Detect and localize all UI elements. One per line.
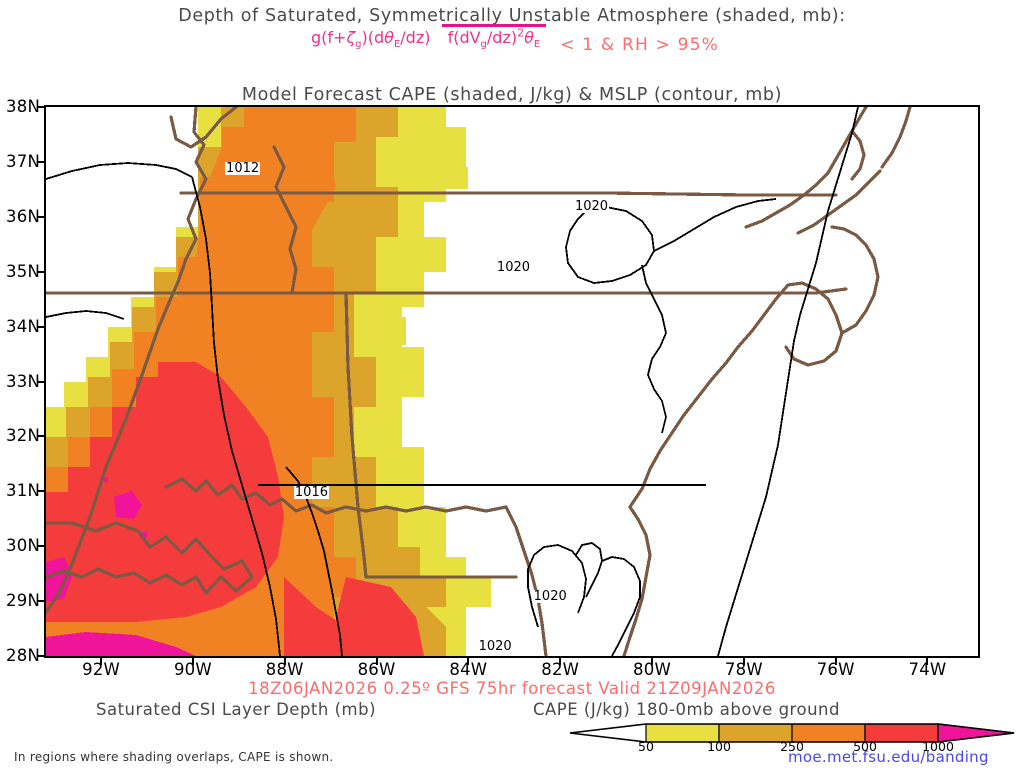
map-frame: 1012 1016 1020 1020 1020 1020	[44, 105, 980, 658]
lat-tick	[37, 215, 44, 218]
lon-label-74W: 74W	[908, 660, 947, 679]
lat-tick	[37, 600, 44, 603]
cape-colorbar	[566, 722, 1018, 744]
colorbar-tick-250: 250	[780, 739, 804, 754]
legend-right-caption: CAPE (J/kg) 180-0mb above ground	[533, 700, 840, 719]
colorbar-tick-labels: 50 100 250 500 1000	[566, 739, 1018, 755]
formula-fraction: g(f+ζg)(dθE/dz) f(dVg/dz)2θE	[305, 24, 547, 51]
lat-tick	[37, 490, 44, 493]
lon-tick	[559, 658, 562, 665]
overlap-note: In regions where shading overlaps, CAPE …	[14, 750, 334, 764]
lon-tick	[375, 658, 378, 665]
lon-tick	[834, 658, 837, 665]
lat-label-28N: 28N	[6, 646, 40, 665]
page-title: Depth of Saturated, Symmetrically Unstab…	[178, 6, 846, 26]
lat-tick	[37, 655, 44, 657]
lat-tick	[37, 380, 44, 383]
geography-lines	[46, 107, 912, 656]
csi-formula: g(f+ζg)(dθE/dz) f(dVg/dz)2θE < 1 & RH > …	[0, 24, 1024, 55]
formula-numerator: g(f+ζg)(dθE/dz)	[311, 28, 431, 51]
contour-label-1020: 1020	[573, 199, 610, 215]
colorbar-tick-50: 50	[638, 739, 654, 754]
lat-tick	[37, 160, 44, 163]
contour-label-1020: 1020	[495, 259, 532, 275]
lat-label-31N: 31N	[6, 481, 40, 501]
lat-label-30N: 30N	[6, 536, 40, 556]
colorbar-tick-100: 100	[707, 739, 731, 754]
legend-left-caption: Saturated CSI Layer Depth (mb)	[96, 700, 377, 719]
page-subtitle: Model Forecast CAPE (shaded, J/kg) & MSL…	[241, 85, 783, 105]
lat-label-32N: 32N	[6, 426, 40, 446]
forecast-info: 18Z06JAN2026 0.25º GFS 75hr forecast Val…	[248, 679, 776, 698]
lon-label-78W: 78W	[724, 660, 763, 679]
formula-denominator: f(dVg/dz)2θE	[441, 24, 547, 51]
lat-label-37N: 37N	[6, 151, 40, 171]
lat-tick	[37, 106, 44, 108]
source-url[interactable]: moe.met.fsu.edu/banding	[788, 748, 989, 766]
contour-label-1016: 1016	[293, 484, 329, 500]
lon-tick	[191, 658, 194, 665]
colorbar-tick-500: 500	[853, 739, 877, 754]
lon-tick	[742, 658, 745, 665]
lon-label-90W: 90W	[173, 660, 212, 679]
lat-label-29N: 29N	[6, 591, 40, 611]
lat-tick	[37, 270, 44, 273]
lat-tick	[37, 435, 44, 438]
contour-label-1012: 1012	[225, 160, 261, 176]
lon-tick	[283, 658, 286, 665]
lon-tick	[100, 658, 103, 665]
map-canvas	[46, 107, 978, 656]
lon-label-92W: 92W	[82, 660, 121, 679]
lat-label-35N: 35N	[6, 261, 40, 281]
lon-label-82W: 82W	[541, 660, 580, 679]
lon-label-76W: 76W	[816, 660, 855, 679]
lon-label-88W: 88W	[265, 660, 304, 679]
lon-label-84W: 84W	[449, 660, 488, 679]
lat-tick	[37, 325, 44, 328]
lat-tick	[37, 545, 44, 548]
lat-label-33N: 33N	[6, 371, 40, 391]
lon-label-80W: 80W	[633, 660, 671, 679]
lat-label-36N: 36N	[6, 206, 40, 226]
lon-tick	[651, 658, 654, 665]
cape-shading	[46, 107, 491, 656]
contour-label-1020: 1020	[532, 589, 568, 605]
lon-label-86W: 86W	[357, 660, 396, 679]
colorbar-segment->1000	[937, 723, 1015, 743]
lon-tick	[926, 658, 929, 665]
formula-condition: < 1 & RH > 95%	[560, 35, 719, 56]
contour-label-1020: 1020	[477, 638, 513, 654]
colorbar-tick-1000: 1000	[922, 739, 954, 754]
lon-tick	[467, 658, 470, 665]
lat-label-38N: 38N	[6, 97, 40, 116]
lat-label-34N: 34N	[6, 316, 40, 336]
